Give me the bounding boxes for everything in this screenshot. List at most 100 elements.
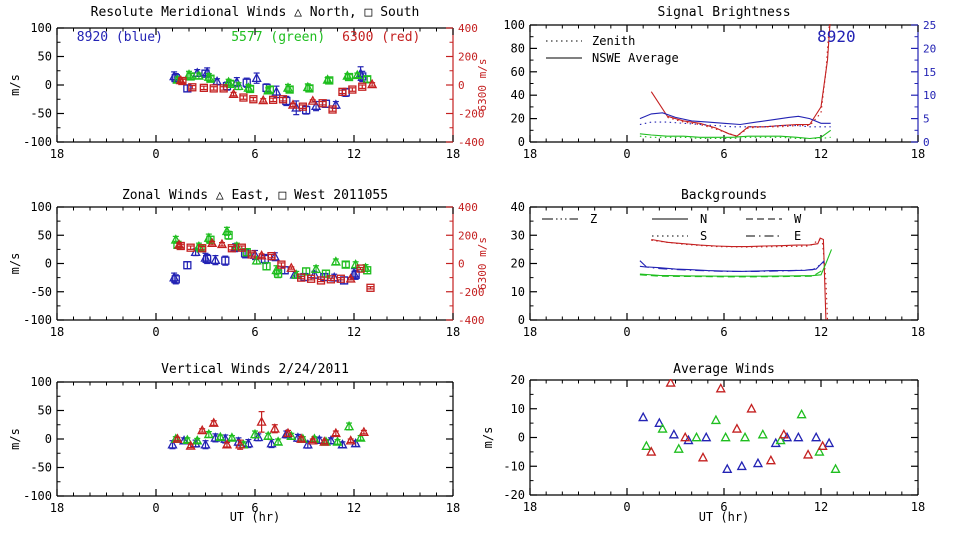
- triangle-marker: [367, 78, 378, 89]
- x-tick-label: 0: [623, 147, 630, 161]
- square-marker: [209, 84, 218, 93]
- panel-average-winds: 18 0 6 12 18 20 10 0 -10 -20 m/s UT (hr) Average Win…: [481, 362, 925, 524]
- y-tick-label: 100: [30, 21, 52, 35]
- triangle-marker: [235, 439, 246, 449]
- x-tick-label: 12: [347, 147, 361, 161]
- y-axis-title: m/s: [8, 428, 22, 450]
- square-marker: [341, 260, 350, 269]
- triangle-marker: [200, 439, 211, 449]
- data-line: [639, 260, 825, 272]
- legend-label: Z: [590, 212, 597, 226]
- triangle-marker: [167, 439, 178, 449]
- square-marker: [176, 241, 185, 251]
- triangle-marker: [310, 263, 322, 273]
- x-tick-label: 18: [50, 325, 64, 339]
- triangle-marker: [715, 383, 726, 393]
- triangle-marker: [757, 429, 768, 439]
- triangle-marker: [345, 435, 356, 445]
- triangle-marker: [814, 446, 825, 456]
- square-marker: [363, 75, 372, 84]
- triangle-marker: [256, 250, 267, 260]
- square-marker: [199, 83, 209, 92]
- square-marker: [366, 283, 375, 292]
- square-marker: [245, 84, 255, 94]
- triangle-marker: [221, 439, 233, 449]
- square-marker: [183, 261, 192, 270]
- triangle-marker: [216, 238, 228, 249]
- triangle-marker: [701, 431, 712, 442]
- x-tick-label: 6: [720, 325, 727, 339]
- right-y-tick-label: 0: [923, 136, 930, 149]
- y-tick-label: 0: [45, 257, 52, 271]
- triangle-marker: [752, 457, 764, 468]
- square-marker: [224, 231, 233, 240]
- triangle-marker: [310, 100, 322, 110]
- square-marker: [348, 85, 357, 94]
- square-marker: [273, 269, 283, 278]
- right-y-tick-label: 20: [923, 42, 936, 55]
- right-y-tick-label: 400: [458, 201, 478, 214]
- legend-label: W: [794, 212, 802, 226]
- y-tick-label: 0: [518, 431, 525, 445]
- square-marker: [305, 84, 314, 93]
- series-6300-nswe: [650, 24, 831, 137]
- series-layer: [638, 379, 841, 473]
- square-marker: [301, 267, 311, 276]
- y-axis-title: m/s: [8, 74, 22, 96]
- right-y-tick-label: 10: [923, 89, 936, 102]
- triangle-marker: [269, 423, 280, 433]
- triangle-marker: [796, 408, 807, 419]
- series-5577-nswe: [639, 129, 832, 140]
- y-tick-label: 0: [45, 78, 52, 92]
- right-y-tick-label: 200: [458, 51, 478, 64]
- legend-label: N: [700, 212, 707, 226]
- triangle-marker: [286, 262, 297, 272]
- annotation-6300-red-: 6300 (red): [342, 30, 420, 45]
- triangle-marker: [720, 431, 731, 442]
- panel-title: Average Winds: [673, 362, 775, 377]
- right-y-tick-label: 0: [458, 258, 465, 271]
- triangle-marker: [823, 437, 835, 448]
- series-6300-vertical: [172, 411, 369, 450]
- legend-label: S: [700, 229, 707, 243]
- x-tick-label: 18: [523, 147, 537, 161]
- triangle-marker: [251, 72, 262, 83]
- square-marker: [298, 102, 308, 111]
- square-marker: [338, 87, 347, 96]
- panel-meridional-winds: 18 0 6 12 18 100 50 0 -50 -100 400 200 0 -200 -400 6300…: [8, 5, 489, 161]
- data-line: [651, 238, 829, 320]
- y-tick-label: -20: [503, 488, 525, 502]
- triangle-marker: [722, 463, 733, 473]
- right-y-tick-label: 200: [458, 229, 478, 242]
- panel-title: Resolute Meridional Winds △ North, □ Sou…: [91, 5, 420, 20]
- square-marker: [221, 256, 230, 265]
- legend-label: E: [794, 229, 801, 243]
- triangle-marker: [765, 454, 776, 465]
- x-tick-label: 12: [347, 325, 361, 339]
- y-tick-label: 100: [30, 375, 52, 389]
- x-tick-label: 18: [523, 325, 537, 339]
- square-marker: [206, 74, 215, 83]
- series-6300-south: [178, 76, 367, 114]
- triangle-marker: [291, 102, 302, 112]
- square-marker: [188, 83, 197, 92]
- triangle-marker: [638, 411, 649, 422]
- x-tick-label: 0: [152, 147, 159, 161]
- right-y-tick-label: 25: [923, 19, 936, 32]
- triangle-marker: [319, 436, 330, 446]
- y-tick-label: -100: [23, 135, 52, 149]
- triangle-marker: [287, 99, 299, 109]
- x-tick-label: 6: [251, 147, 258, 161]
- x-tick-label: 0: [623, 325, 630, 339]
- triangle-marker: [330, 427, 341, 438]
- square-marker: [326, 275, 336, 284]
- triangle-marker: [253, 431, 264, 442]
- square-marker: [277, 260, 286, 269]
- triangle-marker: [345, 273, 356, 283]
- y-axis-title: m/s: [481, 427, 495, 449]
- y-tick-label: 40: [511, 88, 525, 102]
- triangle-marker: [830, 463, 841, 473]
- triangle-marker: [668, 429, 679, 439]
